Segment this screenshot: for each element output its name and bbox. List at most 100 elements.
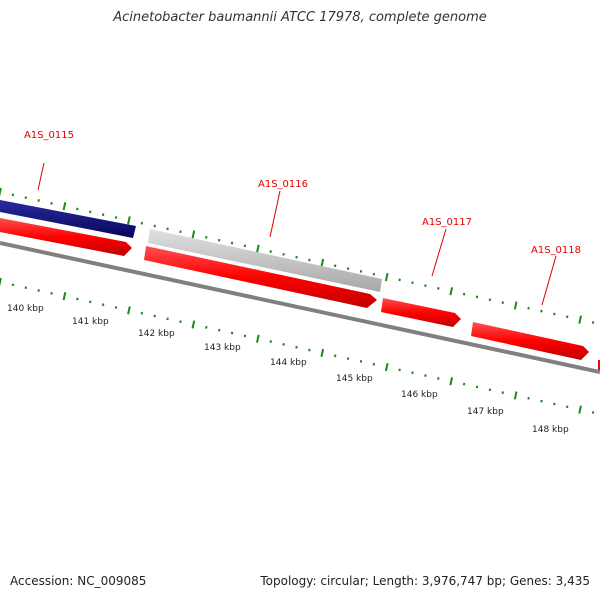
outer-track-minor-tick — [282, 253, 285, 256]
outer-track-minor-tick — [398, 278, 401, 282]
inner-track-minor-tick — [269, 340, 272, 343]
outer-track-minor-tick — [527, 306, 530, 310]
gene-a1s-0116-bar[interactable] — [148, 229, 382, 292]
kbp-label-142: 142 kbp — [138, 329, 175, 339]
outer-track-minor-tick — [359, 270, 363, 273]
outer-track-minor-tick — [50, 201, 53, 205]
kbp-label-144: 144 kbp — [270, 358, 307, 368]
kbp-label-148: 148 kbp — [532, 425, 569, 435]
kbp-label-140: 140 kbp — [7, 304, 44, 314]
inner-track-minor-tick — [308, 348, 311, 352]
inner-track-minor-tick — [24, 286, 28, 290]
gene-label-a1s-0115[interactable]: A1S_0115 — [24, 130, 74, 141]
accession-text: Accession: NC_009085 — [10, 574, 147, 588]
inner-track-major-tick — [0, 277, 2, 287]
inner-track-minor-tick — [488, 388, 492, 392]
outer-track-major-tick — [578, 315, 582, 324]
kbp-label-141: 141 kbp — [72, 317, 109, 327]
inner-track-minor-tick — [475, 385, 479, 389]
inner-track-minor-tick — [153, 314, 156, 318]
inner-track-minor-tick — [179, 320, 182, 324]
inner-track-minor-tick — [346, 357, 350, 360]
inner-track-major-tick — [191, 320, 196, 329]
inner-track-minor-tick — [359, 360, 363, 363]
outer-track-minor-tick — [217, 238, 221, 242]
inner-track-minor-tick — [140, 311, 144, 315]
outer-track-minor-tick — [553, 312, 556, 316]
outer-track-major-tick — [513, 301, 518, 310]
outer-track-minor-tick — [230, 241, 234, 245]
inner-track-minor-tick — [591, 411, 595, 414]
outer-track-minor-tick — [24, 196, 28, 200]
gene-a1s-0115-bar[interactable] — [0, 200, 136, 238]
inner-track-minor-tick — [411, 371, 414, 375]
outer-track-minor-tick — [140, 221, 144, 225]
inner-track-minor-tick — [76, 297, 79, 301]
outer-track-minor-tick — [243, 244, 247, 248]
inner-track-minor-tick — [89, 300, 92, 304]
kbp-label-145: 145 kbp — [336, 374, 373, 384]
outer-track-minor-tick — [114, 216, 118, 219]
outer-track-minor-tick — [437, 287, 440, 290]
inner-track-minor-tick — [50, 291, 53, 295]
genome-stats-text: Topology: circular; Length: 3,976,747 bp… — [260, 574, 590, 588]
outer-track-minor-tick — [566, 315, 569, 319]
outer-track-minor-tick — [424, 284, 427, 287]
inner-track-minor-tick — [527, 396, 530, 400]
outer-track-minor-tick — [179, 230, 182, 234]
outer-track-major-tick — [255, 244, 260, 253]
inner-track-minor-tick — [243, 334, 247, 338]
label-leader-a1s-0115 — [37, 162, 45, 191]
inner-track-major-tick — [513, 391, 518, 400]
gene-label-a1s-0118[interactable]: A1S_0118 — [531, 245, 581, 256]
inner-track-major-tick — [449, 377, 454, 386]
inner-track-minor-tick — [114, 306, 118, 309]
gene-label-a1s-0116[interactable]: A1S_0116 — [258, 179, 308, 190]
gene-a1s-0115-arrow[interactable] — [0, 218, 132, 256]
inner-track-major-tick — [384, 362, 389, 372]
outer-track-minor-tick — [166, 227, 169, 231]
inner-track-minor-tick — [566, 405, 569, 409]
inner-track-major-tick — [62, 292, 67, 301]
inner-track-major-tick — [578, 405, 582, 414]
outer-track-major-tick — [127, 216, 131, 225]
outer-track-minor-tick — [591, 321, 595, 324]
gene-label-a1s-0117[interactable]: A1S_0117 — [422, 217, 472, 228]
outer-track-minor-tick — [89, 210, 92, 214]
inner-track-minor-tick — [11, 283, 15, 287]
inner-track-minor-tick — [462, 382, 466, 386]
inner-track-major-tick — [127, 306, 131, 315]
inner-track-minor-tick — [501, 391, 505, 394]
outer-track-major-tick — [384, 272, 389, 282]
inner-track-minor-tick — [282, 343, 285, 346]
inner-track-minor-tick — [217, 328, 221, 332]
kbp-label-143: 143 kbp — [204, 343, 241, 353]
outer-track-minor-tick — [372, 272, 376, 276]
inner-track-minor-tick — [553, 402, 556, 406]
inner-track-minor-tick — [101, 303, 105, 307]
outer-tick-track — [0, 187, 595, 324]
outer-track-minor-tick — [76, 207, 79, 211]
inner-track-minor-tick — [205, 325, 208, 329]
inner-track-minor-tick — [372, 362, 376, 366]
gene-a1s-0118-arrow[interactable] — [471, 322, 589, 360]
outer-track-minor-tick — [475, 295, 479, 299]
outer-track-minor-tick — [205, 235, 208, 239]
inner-track-minor-tick — [437, 377, 440, 380]
outer-track-minor-tick — [308, 258, 311, 262]
backbone-line — [0, 241, 600, 374]
map-title: Acinetobacter baumannii ATCC 17978, comp… — [113, 10, 487, 25]
outer-track-minor-tick — [153, 224, 156, 228]
inner-track-minor-tick — [398, 368, 401, 372]
gene-a1s-0117-arrow[interactable] — [381, 298, 461, 327]
gene-a1s-0116-arrow[interactable] — [144, 246, 377, 308]
label-leader-a1s-0118 — [541, 255, 557, 306]
outer-track-minor-tick — [295, 255, 298, 259]
outer-track-major-tick — [320, 258, 325, 268]
outer-track-minor-tick — [488, 298, 492, 302]
outer-track-major-tick — [0, 187, 2, 197]
outer-track-minor-tick — [333, 264, 337, 268]
inner-track-minor-tick — [295, 345, 298, 349]
outer-track-minor-tick — [346, 267, 350, 270]
